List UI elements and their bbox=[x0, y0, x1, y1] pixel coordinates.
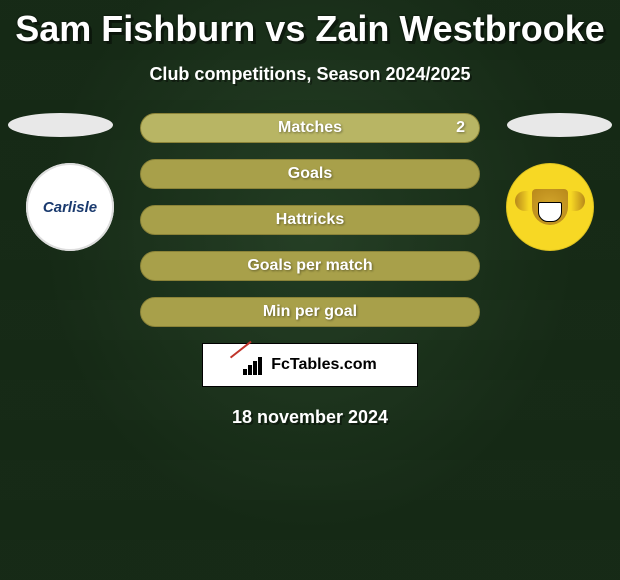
left-player-oval bbox=[8, 113, 113, 137]
stat-label: Matches bbox=[278, 119, 342, 137]
right-player-oval bbox=[507, 113, 612, 137]
branding-text: FcTables.com bbox=[271, 356, 377, 374]
stat-value: 2 bbox=[456, 119, 465, 137]
stats-area: Carlisle Matches 2 Goals Hattricks Goals… bbox=[0, 113, 620, 428]
stat-rows-container: Matches 2 Goals Hattricks Goals per matc… bbox=[140, 113, 480, 327]
date-text: 18 november 2024 bbox=[0, 407, 620, 428]
stat-label: Hattricks bbox=[276, 211, 344, 229]
chart-icon bbox=[243, 355, 267, 375]
branding-box: FcTables.com bbox=[202, 343, 418, 387]
page-title: Sam Fishburn vs Zain Westbrooke bbox=[0, 0, 620, 50]
stat-label: Goals per match bbox=[247, 257, 372, 275]
stat-row-hattricks: Hattricks bbox=[140, 205, 480, 235]
left-team-crest: Carlisle bbox=[26, 163, 114, 251]
stat-row-goals: Goals bbox=[140, 159, 480, 189]
stat-row-min-per-goal: Min per goal bbox=[140, 297, 480, 327]
subtitle: Club competitions, Season 2024/2025 bbox=[0, 64, 620, 85]
stat-row-matches: Matches 2 bbox=[140, 113, 480, 143]
stat-row-goals-per-match: Goals per match bbox=[140, 251, 480, 281]
stat-label: Min per goal bbox=[263, 303, 357, 321]
left-team-name: Carlisle bbox=[43, 199, 97, 216]
eagle-icon bbox=[520, 177, 580, 237]
right-team-crest bbox=[506, 163, 594, 251]
stat-label: Goals bbox=[288, 165, 332, 183]
